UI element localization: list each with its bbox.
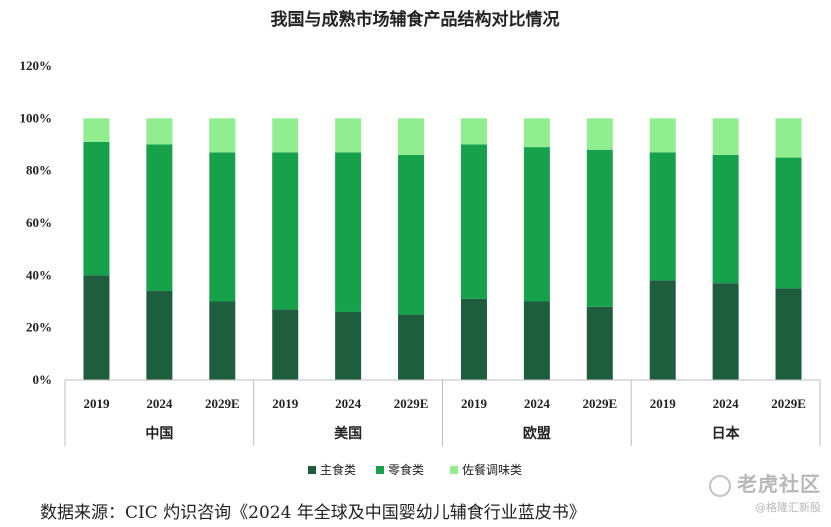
bar-segment: [335, 311, 362, 380]
watermark-sub: @格隆汇新股: [755, 501, 821, 514]
bar-segment: [83, 275, 110, 380]
group-label: 欧盟: [523, 425, 551, 442]
bar-segment: [335, 118, 362, 153]
bar-segment: [523, 147, 550, 302]
bar-segment: [398, 118, 425, 155]
bar-segment: [83, 118, 110, 142]
y-tick-label: 80%: [26, 163, 52, 178]
x-axis: 2019 2024 2029E 中国 2019 2024 2029E 美国 2019 2024 20…: [64, 379, 821, 446]
bar-segment: [146, 144, 173, 292]
x-tick-label: 2024: [713, 396, 740, 411]
x-tick-label: 2024: [335, 396, 362, 411]
bar-segment: [649, 118, 676, 153]
bar-segment: [712, 154, 739, 284]
y-tick-label: 0%: [33, 372, 53, 387]
bar-segment: [523, 301, 550, 380]
watermark: 老虎社区 @格隆汇新股: [709, 468, 821, 515]
bar-segment: [586, 118, 613, 150]
x-tick-label: 2029E: [394, 396, 429, 411]
legend-swatch: [376, 466, 384, 474]
bar-segment: [272, 309, 299, 380]
group-label: 美国: [334, 425, 362, 442]
bar-segment: [83, 141, 110, 276]
bar-segment: [712, 118, 739, 155]
bar-segment: [649, 152, 676, 281]
source-note: 数据来源：CIC 灼识咨询《2024 年全球及中国婴幼儿辅食行业蓝皮书》: [40, 503, 586, 523]
bar-segment: [460, 144, 487, 299]
tiger-logo-icon: [709, 474, 731, 497]
bar-segment: [146, 291, 173, 380]
group-label: 日本: [712, 425, 741, 442]
x-tick-label: 2019: [272, 396, 299, 411]
y-tick-label: 100%: [20, 110, 53, 125]
legend-swatch: [308, 466, 316, 474]
y-tick-label: 120%: [20, 58, 53, 73]
chart-title: 我国与成熟市场辅食产品结构对比情况: [271, 9, 560, 30]
bar-segment: [209, 301, 236, 380]
group-label: 中国: [145, 425, 173, 442]
x-tick-label: 2019: [461, 396, 488, 411]
x-tick-label: 2029E: [205, 396, 240, 411]
bar-segment: [775, 157, 802, 289]
bar-segment: [586, 306, 613, 380]
x-tick-label: 2029E: [582, 396, 617, 411]
bar-segment: [398, 154, 425, 315]
bar-segment: [335, 152, 362, 312]
watermark-main: 老虎社区: [737, 472, 821, 496]
x-tick-label: 2024: [524, 396, 551, 411]
legend-swatch: [450, 466, 458, 474]
bar-segment: [523, 118, 550, 148]
bar-segment: [272, 152, 299, 310]
y-axis: 0% 20% 40% 60% 80% 100% 120%: [20, 58, 53, 387]
bar-segment: [775, 288, 802, 380]
x-tick-label: 2019: [83, 396, 110, 411]
bar-segment: [775, 118, 802, 158]
x-tick-label: 2024: [146, 396, 173, 411]
x-tick-label: 2019: [650, 396, 677, 411]
y-tick-label: 40%: [26, 267, 52, 282]
y-tick-label: 60%: [26, 215, 52, 230]
bar-segment: [649, 280, 676, 380]
bar-segment: [272, 118, 299, 153]
bars: [83, 118, 802, 380]
legend: 主食类 零食类 佐餐调味类: [308, 462, 522, 477]
bar-segment: [209, 152, 236, 302]
legend-label: 主食类: [320, 462, 356, 477]
bar-segment: [712, 283, 739, 380]
legend-label: 零食类: [388, 462, 424, 477]
bar-segment: [460, 298, 487, 380]
bar-segment: [460, 118, 487, 145]
x-tick-label: 2029E: [771, 396, 806, 411]
bar-segment: [146, 118, 173, 145]
legend-label: 佐餐调味类: [462, 462, 522, 477]
bar-segment: [209, 118, 236, 153]
y-tick-label: 20%: [26, 320, 52, 335]
bar-segment: [586, 149, 613, 307]
bar-segment: [398, 314, 425, 380]
